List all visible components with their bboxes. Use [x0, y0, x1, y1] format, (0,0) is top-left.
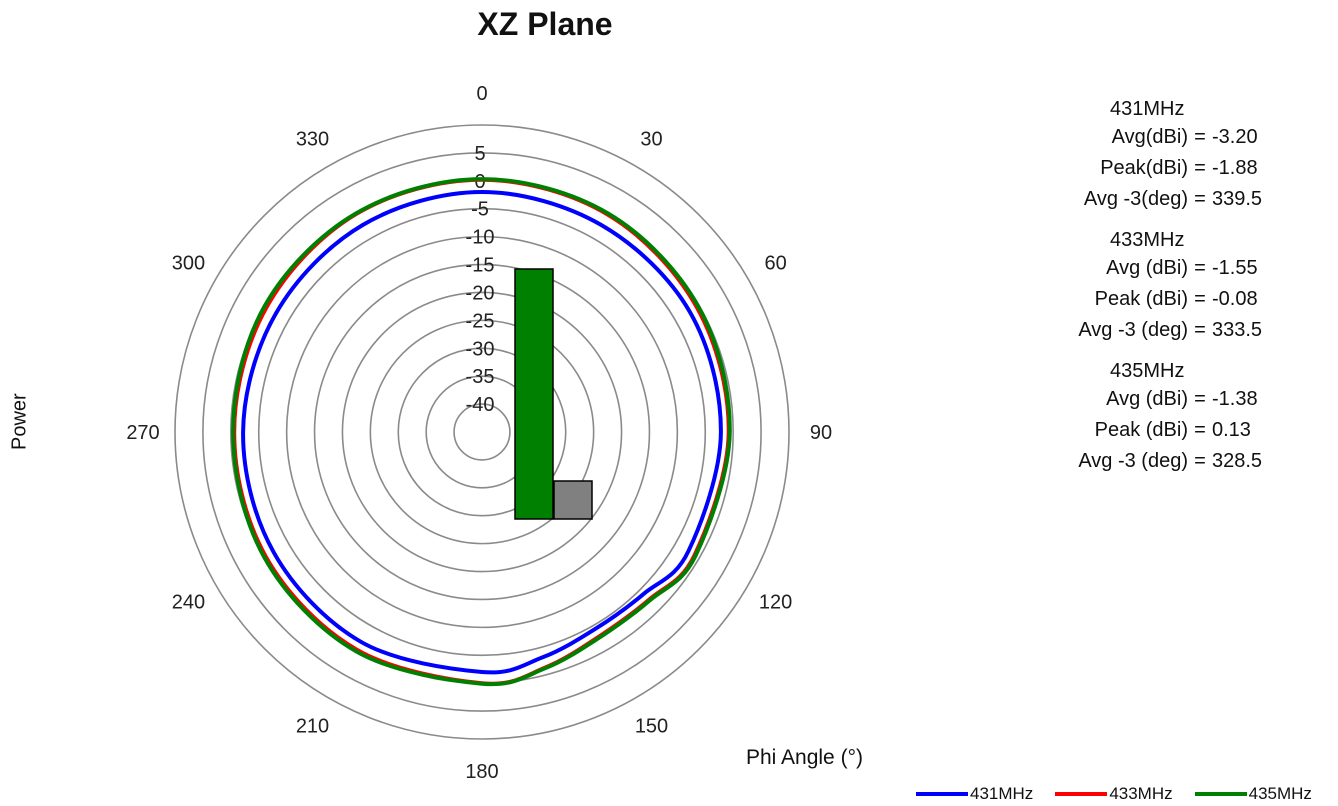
stats-freq-label: 433MHz	[1110, 229, 1185, 251]
stats-key: Avg -3 (deg)	[1078, 450, 1188, 472]
stats-row: Peak (dBi) = 0.13	[1040, 415, 1300, 446]
stats-key: Avg(dBi)	[1111, 126, 1188, 148]
stats-block-433: 433MHz Avg (dBi) = -1.55 Peak (dBi) = -0.08 …	[1040, 227, 1300, 346]
stats-value: 0.13	[1212, 419, 1251, 441]
stats-value: -1.38	[1212, 388, 1258, 410]
legend-item-435: 435MHz	[1194, 784, 1312, 804]
stats-key: Avg -3(deg)	[1083, 188, 1188, 210]
equals-sign: =	[1194, 419, 1206, 441]
stats-key: Avg -3 (deg)	[1078, 319, 1188, 341]
radial-tick-label: -30	[466, 338, 495, 360]
stats-key: Peak (dBi)	[1094, 288, 1188, 310]
equals-sign: =	[1194, 188, 1206, 210]
legend-label: 431MHz	[970, 784, 1034, 803]
legend: 431MHz 433MHz 435MHz	[916, 784, 1312, 804]
grid-ring	[174, 124, 790, 740]
stats-key: Peak(dBi)	[1100, 157, 1188, 179]
radial-tick-label: 5	[474, 143, 485, 165]
legend-label: 433MHz	[1109, 784, 1173, 803]
stats-panel: 431MHz Avg(dBi) = -3.20 Peak(dBi) = -1.88 Av…	[1040, 96, 1300, 489]
equals-sign: =	[1194, 288, 1206, 310]
grid-ring	[453, 403, 511, 461]
grid-ring	[341, 291, 623, 573]
angle-tick-label: 270	[126, 422, 159, 444]
equals-sign: =	[1194, 257, 1206, 279]
stats-row: Avg -3 (deg) = 328.5	[1040, 446, 1300, 477]
stats-value: -1.88	[1212, 157, 1258, 179]
stats-value: -1.55	[1212, 257, 1258, 279]
angle-tick-label: 180	[465, 761, 498, 783]
radial-tick-label: -25	[466, 310, 495, 332]
stats-key: Avg (dBi)	[1106, 388, 1188, 410]
grid-ring	[313, 263, 651, 601]
angle-tick-label: 300	[172, 253, 205, 275]
angle-tick-label: 120	[759, 592, 792, 614]
stats-key: Peak (dBi)	[1094, 419, 1188, 441]
radial-tick-label: -5	[471, 199, 489, 221]
stats-row: Avg(dBi) = -3.20	[1040, 122, 1300, 153]
legend-item-431: 431MHz	[916, 784, 1033, 804]
chart-title: XZ Plane	[477, 6, 613, 42]
grid-ring	[369, 319, 595, 545]
equals-sign: =	[1194, 450, 1206, 472]
angle-tick-label: 150	[635, 716, 668, 738]
radial-tick-label: 0	[474, 171, 485, 193]
series-line-435MHz	[231, 177, 732, 687]
stats-row: Avg -3(deg) = 339.5	[1040, 184, 1300, 215]
stats-row: Avg (dBi) = -1.38	[1040, 384, 1300, 415]
radial-tick-label: -35	[466, 366, 495, 388]
angle-tick-label: 90	[810, 422, 832, 444]
stats-block-435: 435MHz Avg (dBi) = -1.38 Peak (dBi) = 0.13 A…	[1040, 358, 1300, 477]
angle-tick-label: 210	[296, 716, 329, 738]
stats-freq-label: 431MHz	[1110, 98, 1185, 120]
legend-line-433	[1055, 792, 1108, 796]
stats-value: 328.5	[1212, 450, 1263, 472]
stats-block-431: 431MHz Avg(dBi) = -3.20 Peak(dBi) = -1.88 Av…	[1040, 96, 1300, 215]
radial-tick-label: -15	[466, 255, 495, 277]
grid-ring	[257, 207, 707, 657]
equals-sign: =	[1194, 126, 1206, 148]
overlay-bar	[553, 480, 593, 520]
grid-ring	[397, 347, 567, 517]
stats-freq-label: 435MHz	[1110, 360, 1185, 382]
angle-tick-label: 60	[764, 253, 786, 275]
stats-value: 333.5	[1212, 319, 1263, 341]
equals-sign: =	[1194, 388, 1206, 410]
legend-line-431	[916, 792, 968, 796]
stats-value: -3.20	[1212, 126, 1258, 148]
angle-tick-label: 330	[296, 128, 329, 150]
grid-ring	[285, 235, 679, 629]
angle-tick-label: 30	[640, 128, 662, 150]
equals-sign: =	[1194, 319, 1206, 341]
angle-tick-label: 0	[476, 83, 487, 105]
stats-key: Avg (dBi)	[1106, 257, 1188, 279]
stats-row: Peak (dBi) = -0.08	[1040, 284, 1300, 315]
radial-tick-label: -40	[466, 394, 495, 416]
series-line-431MHz	[241, 189, 723, 675]
x-axis-label: Phi Angle (°)	[746, 746, 863, 769]
legend-item-433: 433MHz	[1055, 784, 1173, 804]
grid-ring	[202, 152, 762, 712]
stats-value: 339.5	[1212, 188, 1263, 210]
stats-value: -0.08	[1212, 288, 1258, 310]
radial-tick-label: -10	[466, 227, 495, 249]
stats-row: Avg (dBi) = -1.55	[1040, 253, 1300, 284]
stats-row: Avg -3 (deg) = 333.5	[1040, 315, 1300, 346]
legend-line-435	[1194, 792, 1247, 796]
legend-label: 435MHz	[1248, 784, 1312, 803]
overlay-bar	[514, 268, 554, 520]
angle-tick-label: 240	[172, 592, 205, 614]
stats-row: Peak(dBi) = -1.88	[1040, 153, 1300, 184]
radial-tick-label: -20	[466, 282, 495, 304]
equals-sign: =	[1194, 157, 1206, 179]
